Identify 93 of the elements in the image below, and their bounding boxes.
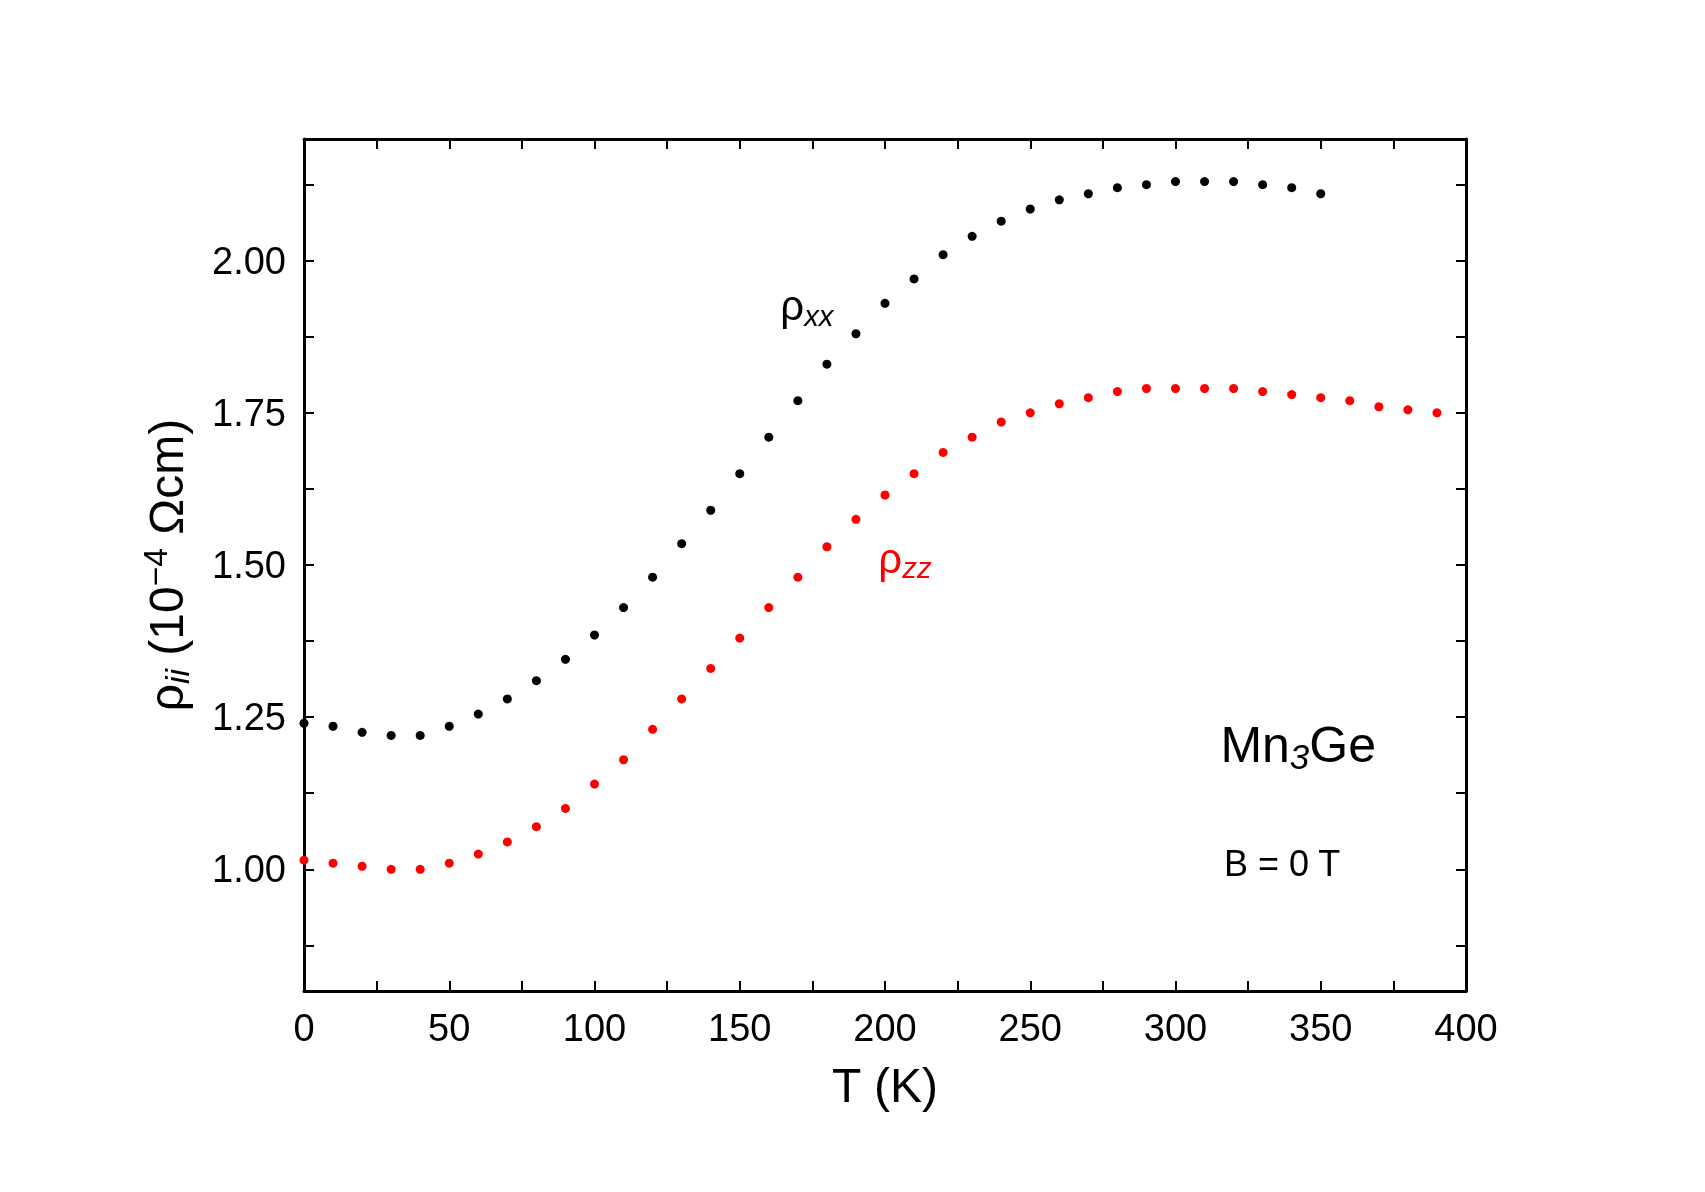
point (560, 654, 570, 664)
point (560, 803, 570, 813)
y-tick-label: 2.00 (212, 239, 286, 282)
x-tick-label: 150 (708, 1007, 772, 1049)
point (909, 274, 919, 284)
x-tick-label: 250 (998, 1007, 1062, 1049)
point (357, 727, 367, 737)
annotation: B = 0 T (1223, 842, 1341, 884)
point (386, 730, 396, 740)
point (1316, 393, 1326, 403)
point (590, 779, 599, 789)
point (1171, 177, 1180, 187)
point (1316, 189, 1326, 199)
point (299, 718, 309, 728)
point (531, 822, 541, 832)
point (764, 603, 774, 613)
point (851, 514, 861, 524)
point (415, 864, 425, 874)
point (706, 663, 716, 673)
point (502, 694, 512, 704)
point (909, 469, 919, 479)
point (1229, 384, 1239, 394)
point (1025, 204, 1035, 214)
point (473, 849, 483, 859)
point (1258, 387, 1268, 397)
point (1200, 177, 1210, 187)
x-tick-label: 400 (1434, 1007, 1498, 1049)
point (1432, 408, 1442, 418)
point (735, 633, 745, 643)
x-tick-label: 0 (293, 1007, 315, 1049)
point (299, 855, 309, 865)
point (1171, 384, 1180, 394)
point (415, 730, 425, 740)
point (735, 469, 745, 479)
x-axis-title: T (K) (832, 1058, 938, 1112)
point (1258, 180, 1268, 190)
point (444, 858, 454, 868)
point (1112, 387, 1122, 397)
point (938, 250, 948, 260)
point (1287, 183, 1297, 193)
point (706, 505, 716, 515)
x-tick-label: 350 (1289, 1007, 1353, 1049)
point (967, 432, 977, 442)
point (967, 231, 977, 241)
point (1200, 384, 1210, 394)
point (1287, 390, 1297, 400)
point (386, 864, 396, 874)
point (1083, 393, 1093, 403)
point (328, 721, 338, 731)
y-tick-label: 1.25 (212, 696, 286, 739)
point (328, 858, 338, 868)
point (1141, 384, 1151, 394)
point (1374, 402, 1384, 412)
point (996, 216, 1006, 226)
point (1054, 399, 1064, 409)
point (1141, 180, 1151, 190)
point (1025, 408, 1035, 418)
y-tick-label: 1.50 (212, 544, 286, 586)
point (677, 539, 687, 549)
y-tick-label: 1.75 (212, 391, 286, 434)
point (444, 721, 454, 731)
point (793, 572, 803, 582)
point (793, 396, 803, 406)
x-tick-label: 100 (562, 1007, 627, 1049)
point (619, 603, 629, 613)
point (822, 359, 832, 369)
point (590, 630, 599, 640)
point (1054, 195, 1064, 205)
point (851, 329, 861, 339)
point (822, 542, 832, 552)
x-tick-label: 50 (428, 1007, 471, 1049)
point (1083, 189, 1093, 199)
point (880, 490, 890, 500)
point (1403, 405, 1413, 415)
point (677, 694, 687, 704)
point (1229, 177, 1239, 187)
y-axis-title: ρii (10−4 Ωcm) (136, 418, 196, 712)
point (1112, 183, 1122, 193)
point (996, 417, 1006, 427)
point (357, 861, 367, 871)
point (938, 447, 948, 457)
point (502, 837, 512, 847)
point (764, 432, 774, 442)
x-tick-label: 300 (1143, 1007, 1208, 1049)
point (648, 572, 658, 582)
point (531, 676, 541, 686)
x-tick-label: 200 (853, 1007, 917, 1049)
point (619, 755, 629, 765)
point (648, 724, 658, 734)
point (880, 298, 890, 308)
y-tick-label: 1.00 (212, 848, 286, 891)
point (473, 709, 483, 719)
point (1345, 396, 1355, 406)
